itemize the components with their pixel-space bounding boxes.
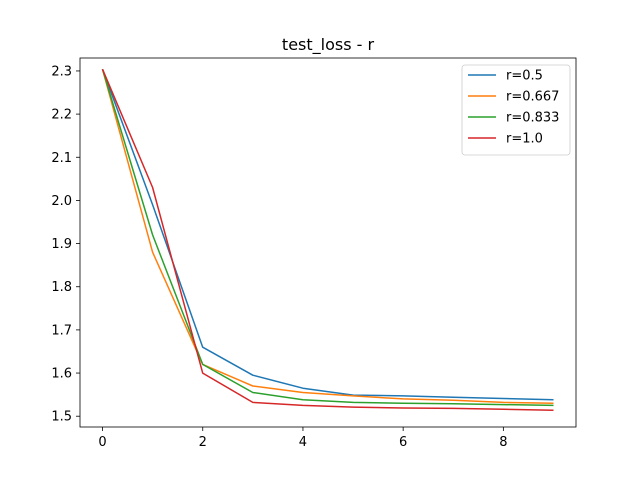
axes-frame [79,57,577,428]
y-tick-label: 1.9 [51,237,72,252]
series-line-r-1-0 [101,68,554,411]
x-tick-label: 6 [399,435,407,450]
legend: r=0.5 r=0.667 r=0.833 r=1.0 [461,64,571,156]
legend-label: r=0.5 [506,69,543,84]
x-tick-label: 0 [98,435,106,450]
y-axis: 1.5 1.6 1.7 1.8 1.9 2.0 2.1 2.2 2.3 [51,64,80,425]
chart-title: test_loss - r [282,35,375,55]
series-line-r-0-833 [101,68,554,407]
series-line-r-0-667 [101,69,554,405]
y-tick-label: 1.5 [51,410,72,425]
series-line-r-0-5 [101,68,554,401]
y-tick-label: 1.7 [51,323,72,338]
y-tick-label: 2.1 [51,151,72,166]
y-tick-label: 2.2 [51,108,72,123]
legend-label: r=0.667 [506,90,559,105]
x-axis: 0 2 4 6 8 [98,427,507,450]
y-tick-label: 2.3 [51,64,72,79]
y-tick-label: 1.8 [51,280,72,295]
legend-box [461,64,571,156]
x-tick-label: 2 [199,435,207,450]
x-tick-label: 8 [499,435,507,450]
x-tick-label: 4 [299,435,307,450]
plot-area [101,68,554,411]
legend-label: r=0.833 [506,111,559,126]
y-tick-label: 2.0 [51,194,72,209]
y-tick-label: 1.6 [51,367,72,382]
legend-label: r=1.0 [506,132,543,147]
